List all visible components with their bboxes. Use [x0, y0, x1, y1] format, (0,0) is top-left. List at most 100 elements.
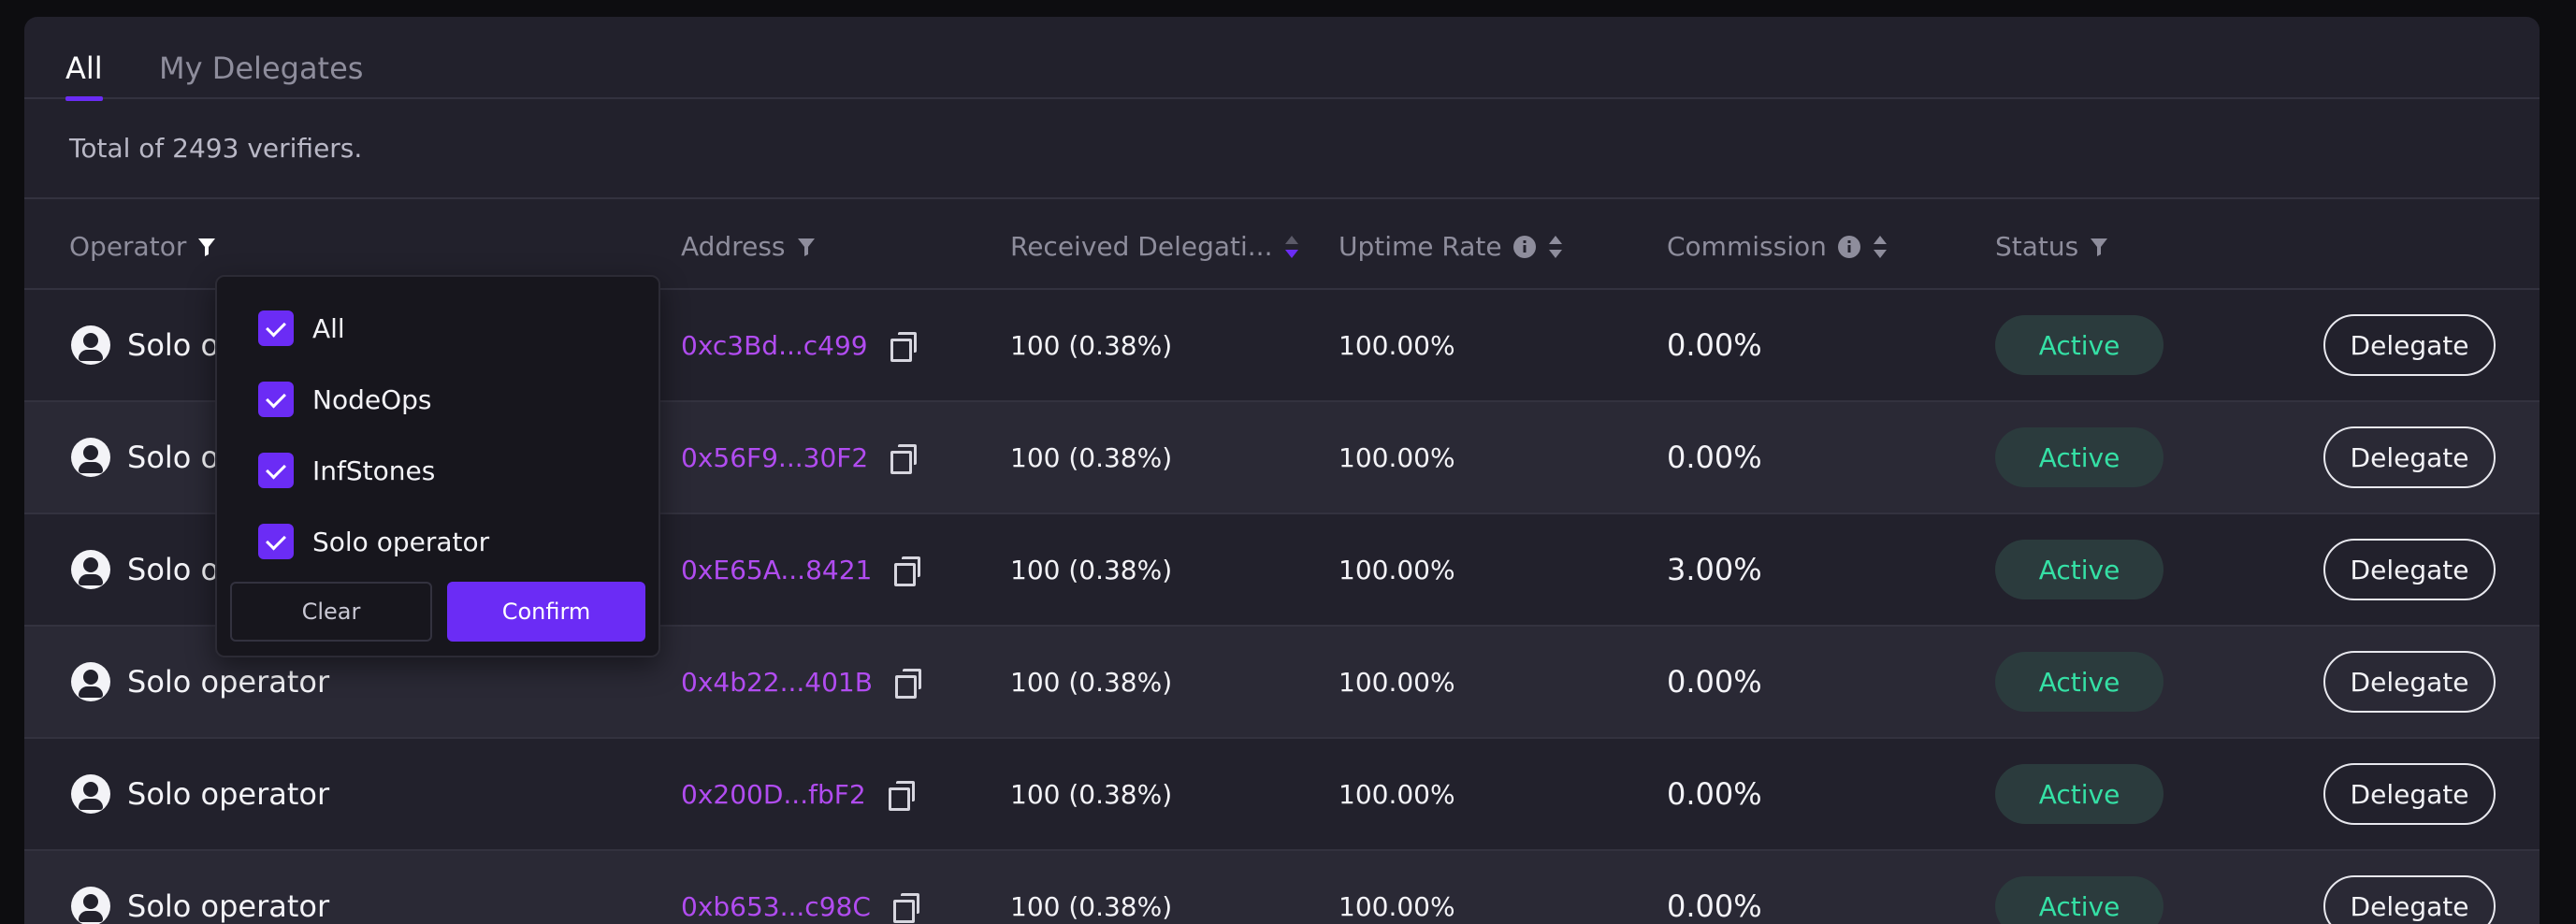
received-delegation-value: 100 (0.38%) — [1010, 441, 1173, 473]
address-link[interactable]: 0x56F9...30F2 — [681, 441, 869, 473]
column-operator: Operator — [69, 231, 216, 262]
copy-icon[interactable] — [894, 556, 921, 586]
copy-icon[interactable] — [890, 444, 918, 474]
delegate-button[interactable]: Delegate — [2323, 763, 2496, 825]
received-delegation-value: 100 (0.38%) — [1010, 329, 1173, 361]
tab-bar: All My Delegates — [24, 17, 2540, 101]
confirm-button[interactable]: Confirm — [447, 582, 645, 642]
column-operator-label: Operator — [69, 231, 187, 262]
address-cell: 0x200D...fbF2 — [681, 739, 915, 849]
operator-cell: Solo operator — [71, 739, 329, 849]
status-badge: Active — [1995, 540, 2164, 599]
operator-cell: Solo operator — [71, 851, 329, 924]
filter-option-label: NodeOps — [312, 383, 432, 415]
delegate-button[interactable]: Delegate — [2323, 314, 2496, 376]
action-cell: Delegate — [2323, 739, 2496, 849]
commission-value: 3.00% — [1667, 552, 1762, 587]
filter-option-solo-operator[interactable]: Solo operator — [258, 524, 489, 559]
filter-option-label: Solo operator — [312, 526, 490, 557]
action-cell: Delegate — [2323, 851, 2496, 924]
column-address-label: Address — [681, 231, 786, 262]
status-cell: Active — [1995, 514, 2164, 625]
filter-icon[interactable] — [197, 237, 216, 257]
status-cell: Active — [1995, 739, 2164, 849]
sort-icon[interactable] — [1547, 234, 1564, 260]
operator-name: Solo operator — [127, 776, 330, 812]
tab-my-delegates[interactable]: My Delegates — [159, 51, 364, 86]
column-received-label: Received Delegati... — [1010, 231, 1273, 262]
copy-icon[interactable] — [894, 669, 921, 699]
uptime-value: 100.00% — [1339, 441, 1455, 473]
user-avatar-icon — [71, 887, 110, 924]
verifiers-card: All My Delegates Total of 2493 verifiers… — [24, 17, 2540, 924]
uptime-value: 100.00% — [1339, 666, 1455, 698]
info-icon[interactable] — [1837, 235, 1860, 258]
checkbox-checked-icon[interactable] — [258, 524, 294, 559]
user-avatar-icon — [71, 774, 110, 814]
status-cell: Active — [1995, 290, 2164, 400]
user-avatar-icon — [71, 662, 110, 701]
filter-icon[interactable] — [797, 237, 816, 257]
copy-icon[interactable] — [892, 893, 919, 923]
filter-option-infstones[interactable]: InfStones — [258, 453, 435, 488]
delegate-button[interactable]: Delegate — [2323, 875, 2496, 924]
received-delegation-value: 100 (0.38%) — [1010, 554, 1173, 585]
address-link[interactable]: 0x200D...fbF2 — [681, 778, 866, 810]
status-badge: Active — [1995, 652, 2164, 712]
checkbox-checked-icon[interactable] — [258, 453, 294, 488]
table-row: Solo operator 0x200D...fbF2 100 (0.38%) … — [24, 739, 2540, 851]
user-avatar-icon — [71, 325, 110, 365]
total-count-text: Total of 2493 verifiers. — [69, 133, 363, 164]
copy-icon[interactable] — [888, 781, 915, 811]
checkbox-checked-icon[interactable] — [258, 310, 294, 346]
address-link[interactable]: 0xE65A...8421 — [681, 554, 873, 585]
filter-option-label: All — [312, 312, 345, 344]
uptime-value: 100.00% — [1339, 329, 1455, 361]
clear-button[interactable]: Clear — [230, 582, 432, 642]
filter-icon[interactable] — [2090, 237, 2108, 257]
delegate-button[interactable]: Delegate — [2323, 426, 2496, 488]
column-received-delegation: Received Delegati... — [1010, 231, 1300, 262]
column-uptime-label: Uptime Rate — [1339, 231, 1502, 262]
address-link[interactable]: 0xb653...c98C — [681, 890, 871, 922]
commission-value: 0.00% — [1667, 776, 1762, 812]
sort-icon[interactable] — [1283, 234, 1300, 260]
table-header: Operator Address Received Delegati... Up… — [24, 197, 2540, 290]
status-cell: Active — [1995, 402, 2164, 513]
action-cell: Delegate — [2323, 290, 2496, 400]
sort-icon[interactable] — [1872, 234, 1889, 260]
info-icon[interactable] — [1512, 235, 1536, 258]
column-commission-label: Commission — [1667, 231, 1827, 262]
received-delegation-value: 100 (0.38%) — [1010, 778, 1173, 810]
status-cell: Active — [1995, 627, 2164, 737]
table-row: Solo operator 0xE65A...8421 100 (0.38%) … — [24, 514, 2540, 627]
column-status: Status — [1995, 231, 2108, 262]
table-row: Solo operator 0xb653...c98C 100 (0.38%) … — [24, 851, 2540, 924]
filter-option-all[interactable]: All — [258, 310, 345, 346]
address-cell: 0xc3Bd...c499 — [681, 290, 917, 400]
copy-icon[interactable] — [890, 332, 917, 362]
status-badge: Active — [1995, 764, 2164, 824]
address-link[interactable]: 0xc3Bd...c499 — [681, 329, 868, 361]
delegate-button[interactable]: Delegate — [2323, 651, 2496, 713]
status-badge: Active — [1995, 427, 2164, 487]
uptime-value: 100.00% — [1339, 554, 1455, 585]
status-badge: Active — [1995, 315, 2164, 375]
address-link[interactable]: 0x4b22...401B — [681, 666, 873, 698]
operator-cell: Solo operator — [71, 627, 329, 737]
operator-filter-dropdown: All NodeOps InfStones Solo operator Clea… — [215, 275, 660, 657]
address-cell: 0x56F9...30F2 — [681, 402, 918, 513]
filter-option-nodeops[interactable]: NodeOps — [258, 382, 431, 417]
delegate-button[interactable]: Delegate — [2323, 539, 2496, 600]
action-cell: Delegate — [2323, 627, 2496, 737]
address-cell: 0x4b22...401B — [681, 627, 921, 737]
tab-all[interactable]: All — [65, 51, 103, 101]
checkbox-checked-icon[interactable] — [258, 382, 294, 417]
column-commission: Commission — [1667, 231, 1889, 262]
status-badge: Active — [1995, 876, 2164, 924]
filter-option-label: InfStones — [312, 455, 436, 486]
address-cell: 0xE65A...8421 — [681, 514, 921, 625]
uptime-value: 100.00% — [1339, 778, 1455, 810]
column-uptime-rate: Uptime Rate — [1339, 231, 1564, 262]
user-avatar-icon — [71, 550, 110, 589]
